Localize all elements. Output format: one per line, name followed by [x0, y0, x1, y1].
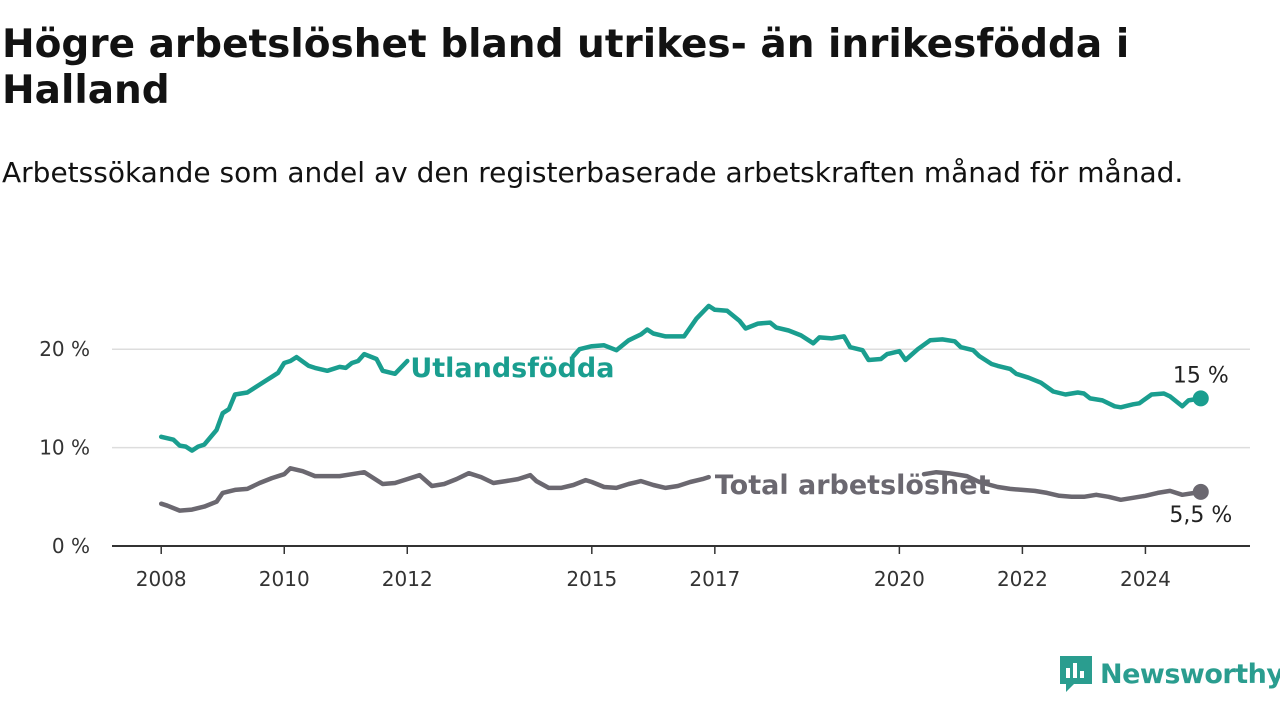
series-line	[571, 303, 1204, 410]
chart-title: Högre arbetslöshet bland utrikes- än inr…	[2, 22, 1130, 113]
newsworthy-logo-icon	[1060, 656, 1092, 692]
series-end-point	[1192, 390, 1209, 407]
x-tick-label: 2020	[874, 567, 925, 591]
newsworthy-logo[interactable]: Newsworthy	[1058, 654, 1280, 694]
gridlines	[112, 348, 1250, 449]
y-tick-label: 0 %	[52, 534, 90, 558]
y-axis: 0 % 10 % 20 %	[39, 337, 90, 558]
chart-subtitle: Arbetssökande som andel av den registerb…	[2, 156, 1184, 189]
series-labels: 15 % Utlandsfödda 5,5 % Total arbetslöshet	[410, 353, 1232, 528]
series-label: Total arbetslöshet	[715, 470, 991, 501]
series-line	[921, 469, 1204, 503]
x-axis: 2008 2010 2012 2015 2017 2020 2022 2024	[112, 545, 1250, 591]
x-tick-label: 2012	[382, 567, 433, 591]
series-end-label: 5,5 %	[1169, 503, 1232, 528]
x-tick-label: 2024	[1120, 567, 1171, 591]
x-tick-label: 2022	[997, 567, 1048, 591]
x-tick-label: 2008	[136, 567, 187, 591]
series-end-point	[1192, 483, 1209, 500]
y-tick-label: 10 %	[39, 436, 90, 460]
series-lines	[158, 303, 1209, 513]
x-tick-label: 2017	[689, 567, 740, 591]
y-tick-label: 20 %	[39, 337, 90, 361]
newsworthy-logo-text: Newsworthy	[1100, 658, 1280, 690]
series-label: Utlandsfödda	[410, 353, 614, 384]
series-end-label: 15 %	[1173, 363, 1229, 388]
x-tick-label: 2010	[259, 567, 310, 591]
x-tick-label: 2015	[566, 567, 617, 591]
series-line	[158, 466, 711, 513]
series-line	[158, 351, 410, 453]
line-chart: 0 % 10 % 20 % 2008 2010 2012 2015 2017 2020 2022…	[39, 303, 1250, 591]
